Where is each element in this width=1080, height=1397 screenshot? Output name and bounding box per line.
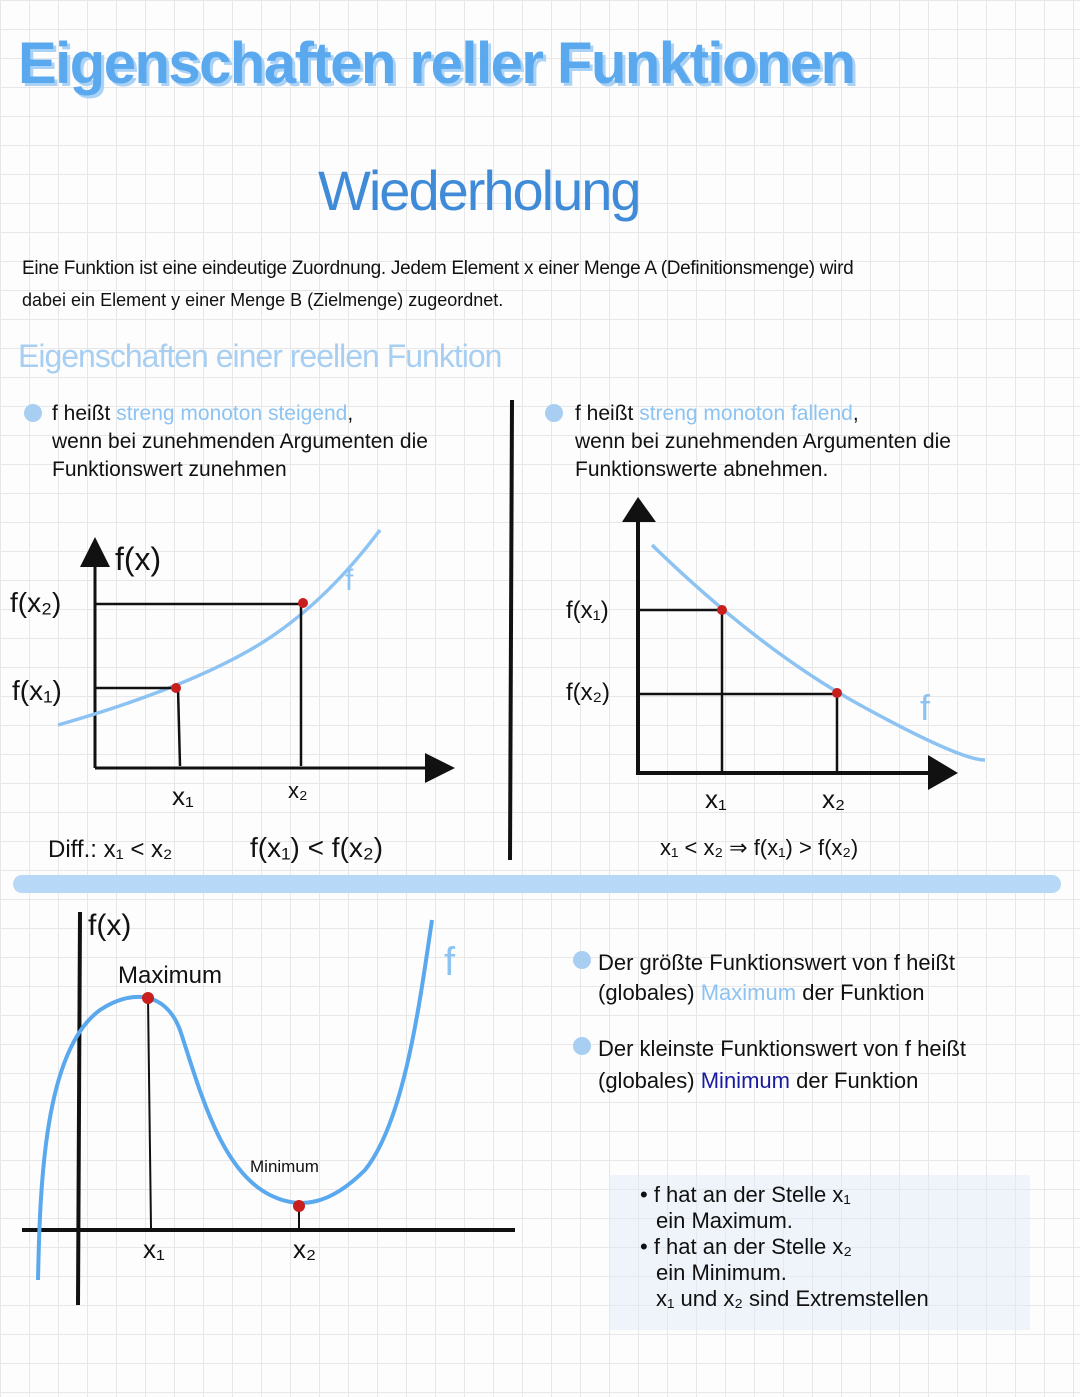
maximum-label: Maximum <box>118 962 222 989</box>
definition-line-1: Eine Funktion ist eine eindeutige Zuordn… <box>22 258 854 279</box>
bullet-icon <box>573 951 591 969</box>
bullet-icon <box>24 404 42 422</box>
increasing-line3: Funktionswert zunehmen <box>52 458 287 481</box>
y-axis <box>76 911 82 1306</box>
x2-label: x₂ <box>288 778 308 803</box>
bullet-icon <box>573 1037 591 1055</box>
note-line-1: • f hat an der Stelle x₁ <box>640 1182 851 1207</box>
fx1-label: f(x₁) <box>566 597 609 624</box>
max-term: Maximum <box>700 980 797 1005</box>
bullet-icon <box>545 404 563 422</box>
decreasing-line2: wenn bei zunehmenden Argumenten die <box>575 430 951 453</box>
increasing-relation: f(x₁) < f(x₂) <box>250 832 383 863</box>
x1-label: x₁ <box>143 1234 165 1264</box>
max-post: der Funktion <box>802 980 925 1005</box>
increasing-graph: f(x) f(x₂) f(x₁) x₁ x₂ f Diff.: x₁ < x₂ … <box>10 528 455 863</box>
page-title: Eigenschaften reller Funktionen <box>18 31 856 96</box>
point-x1 <box>717 605 727 615</box>
point-x1 <box>171 683 181 693</box>
minimum-label: Minimum <box>250 1157 319 1176</box>
decreasing-relation: x₁ < x₂ ⇒ f(x₁) > f(x₂) <box>660 835 858 860</box>
max-pre: (globales) <box>598 980 695 1005</box>
decreasing-graph: f(x₁) f(x₂) f x₁ x₂ x₁ < x₂ ⇒ f(x₁) > f(… <box>566 497 986 860</box>
note-line-2: ein Maximum. <box>656 1208 793 1233</box>
point-x2 <box>832 688 842 698</box>
min-term: Minimum <box>700 1068 790 1093</box>
fx2-label: f(x₂) <box>10 587 61 618</box>
x1-label: x₁ <box>172 781 194 811</box>
definition-line-2: dabei ein Element y einer Menge B (Zielm… <box>22 290 504 310</box>
min-bullet: Der kleinste Funktionswert von f heißt (… <box>598 1033 966 1097</box>
curve-label: f <box>444 940 456 984</box>
curve-label: f <box>345 564 354 597</box>
column-divider <box>508 399 514 861</box>
x2-label: x₂ <box>293 1234 316 1264</box>
extrema-curve <box>36 919 434 1281</box>
y-axis-arrow <box>622 497 656 522</box>
notes-box <box>610 1175 1030 1330</box>
fx2-label: f(x₂) <box>566 679 610 706</box>
max-bullet: Der größte Funktionswert von f heißt (gl… <box>598 948 955 1008</box>
point-x2 <box>298 598 308 608</box>
section-heading: Eigenschaften einer reellen Funktion <box>18 338 502 374</box>
decreasing-suffix: , <box>852 402 859 425</box>
maximum-point <box>142 992 154 1004</box>
increasing-line2: wenn bei zunehmenden Argumenten die <box>52 430 428 453</box>
x1-label: x₁ <box>705 784 727 814</box>
x-axis-arrow <box>928 755 958 790</box>
min-post: der Funktion <box>796 1068 919 1093</box>
max-line1: Der größte Funktionswert von f heißt <box>598 950 956 975</box>
page-subtitle: Wiederholung <box>318 159 642 222</box>
notes: • f hat an der Stelle x₁ ein Maximum. • … <box>640 1182 929 1312</box>
increasing-term: streng monoton steigend <box>116 402 348 425</box>
minimum-point <box>293 1200 305 1212</box>
note-line-5: x₁ und x₂ sind Extremstellen <box>656 1286 929 1311</box>
helper-line <box>176 687 182 767</box>
y-axis-label: f(x) <box>88 909 131 942</box>
increasing-curve <box>57 528 382 727</box>
increasing-prefix: f heißt <box>52 402 111 425</box>
decreasing-line3: Funktionswerte abnehmen. <box>575 458 829 481</box>
x2-label: x₂ <box>822 784 845 814</box>
decreasing-curve <box>650 543 986 762</box>
increasing-text: f heißt streng monoton steigend, wenn be… <box>52 400 428 484</box>
decreasing-prefix: f heißt <box>575 402 634 425</box>
note-line-3: • f hat an der Stelle x₂ <box>640 1234 852 1259</box>
min-line1: Der kleinste Funktionswert von f heißt <box>598 1036 967 1061</box>
diff-label: Diff.: x₁ < x₂ <box>48 836 172 863</box>
increasing-suffix: , <box>347 402 354 425</box>
y-axis-label: f(x) <box>115 541 161 577</box>
helper-line <box>147 997 152 1229</box>
min-pre: (globales) <box>598 1068 695 1093</box>
decreasing-term: streng monoton fallend <box>639 402 853 425</box>
extrema-graph: f(x) Maximum Minimum x₁ x₂ f <box>22 909 515 1306</box>
fx1-label: f(x₁) <box>12 675 62 706</box>
curve-label: f <box>920 687 931 728</box>
decreasing-text: f heißt streng monoton fallend, wenn bei… <box>575 400 951 484</box>
note-line-4: ein Minimum. <box>656 1260 787 1285</box>
